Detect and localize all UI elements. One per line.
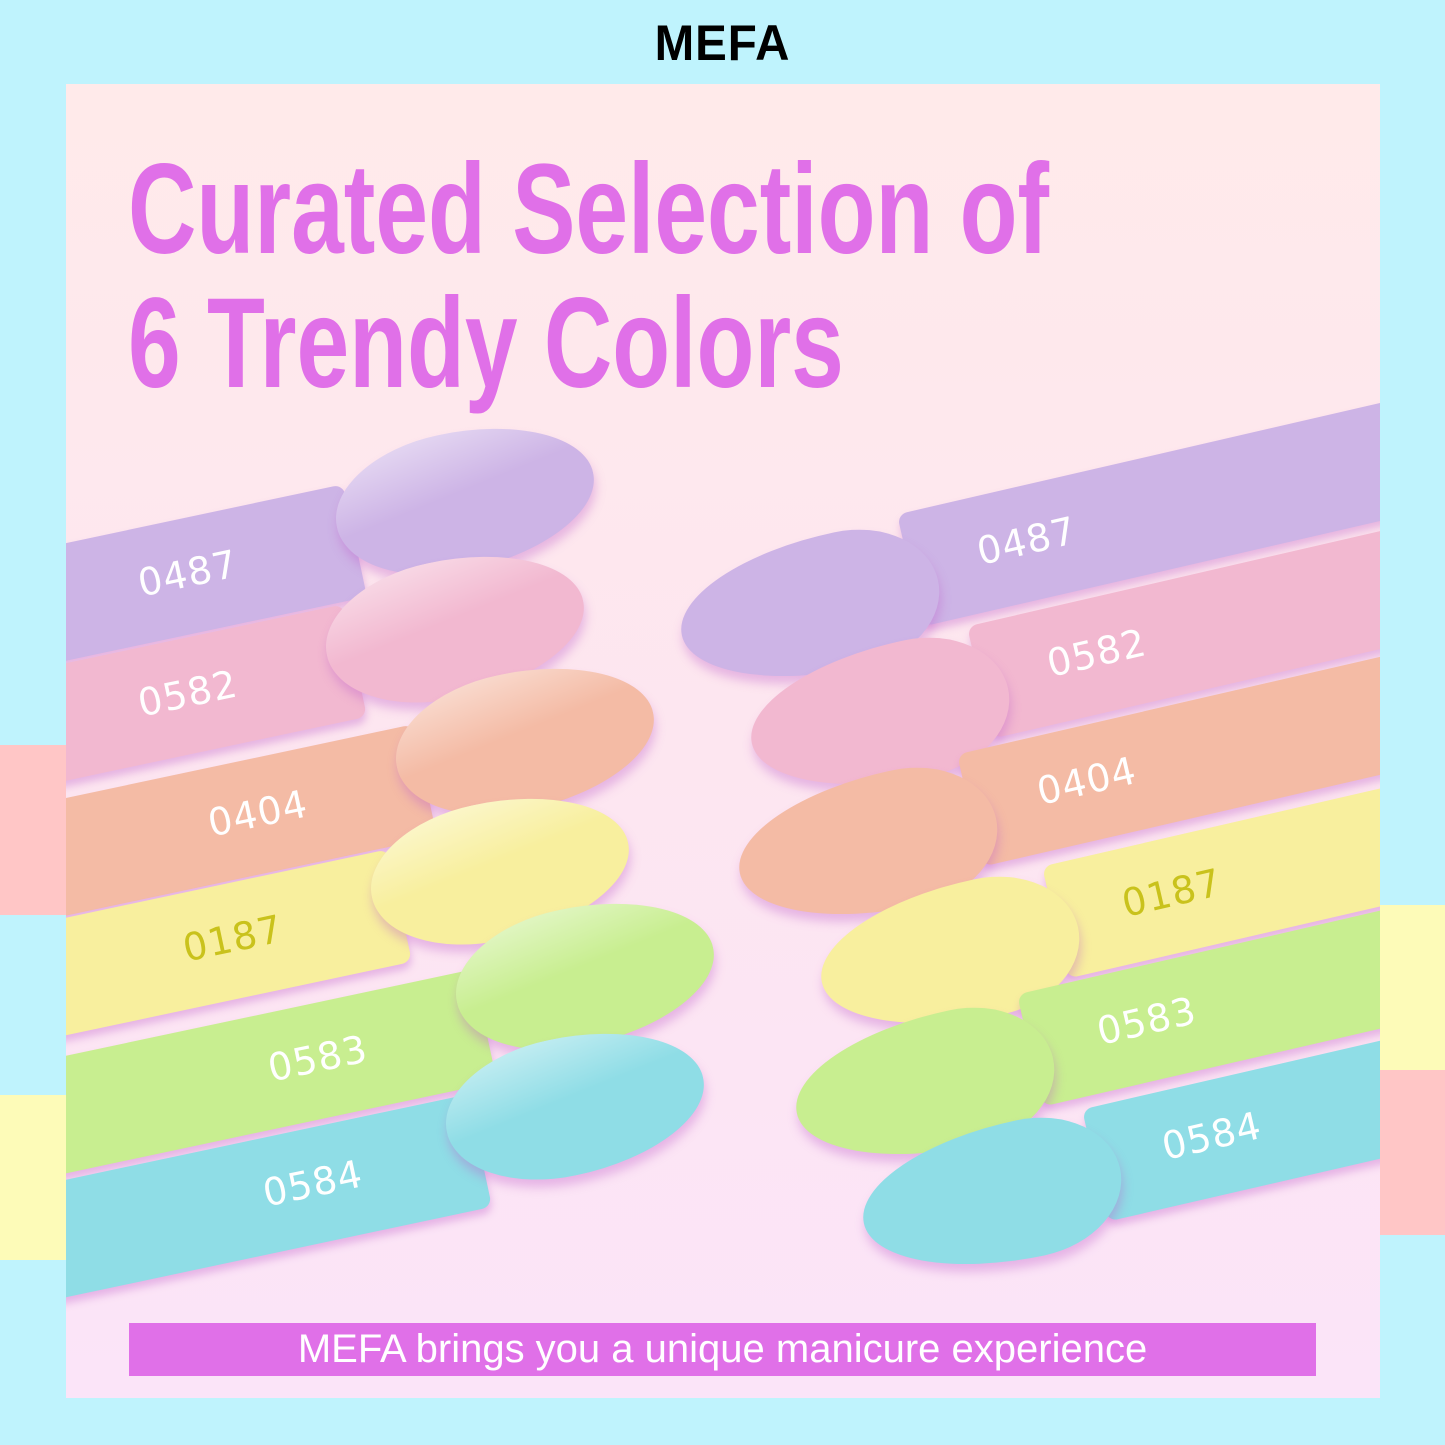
- color-code-label: 0404: [1032, 748, 1141, 814]
- color-code-label: 0582: [1042, 620, 1151, 686]
- color-code-label: 0584: [259, 1151, 367, 1216]
- color-code-label: 0583: [1092, 988, 1201, 1054]
- color-code-label: 0187: [179, 906, 287, 971]
- color-code-label: 0187: [1117, 860, 1226, 926]
- color-code-label: 0582: [134, 661, 242, 726]
- headline-line-1: Curated Selection of: [128, 138, 1050, 281]
- color-code-label: 0404: [204, 781, 312, 846]
- color-code-label: 0583: [264, 1026, 372, 1091]
- color-code-label: 0584: [1157, 1103, 1266, 1169]
- product-panel: Curated Selection of 6 Trendy Colors 048…: [66, 84, 1380, 1398]
- color-code-label: 0487: [972, 508, 1081, 574]
- color-code-label: 0487: [134, 541, 242, 606]
- brand-logo: MEFA: [654, 15, 791, 71]
- headline-line-2: 6 Trendy Colors: [128, 272, 844, 415]
- tagline-banner: MEFA brings you a unique manicure experi…: [129, 1323, 1316, 1376]
